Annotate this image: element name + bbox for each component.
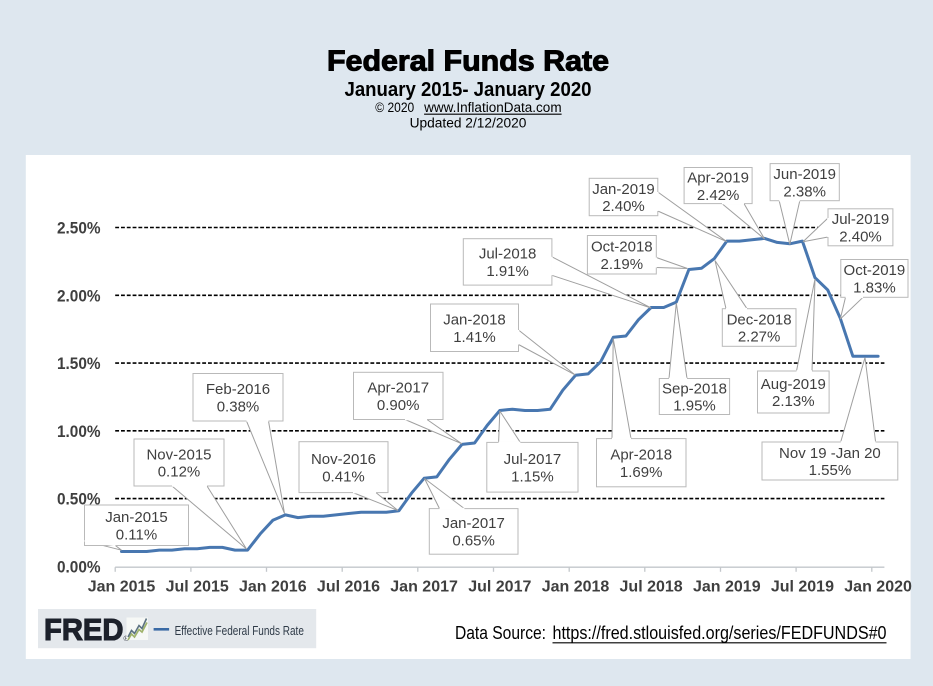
svg-text:2.40%: 2.40% — [839, 229, 882, 246]
svg-text:1.95%: 1.95% — [673, 398, 716, 415]
svg-text:FRED: FRED — [44, 612, 124, 647]
svg-text:Jan 2016: Jan 2016 — [239, 578, 307, 595]
svg-text:Jun-2019: Jun-2019 — [773, 166, 836, 183]
svg-text:2.27%: 2.27% — [738, 329, 781, 346]
svg-text:0.11%: 0.11% — [116, 527, 157, 544]
svg-text:© 2020: © 2020 — [375, 100, 414, 115]
svg-text:0.90%: 0.90% — [377, 397, 420, 414]
svg-text:Jan-2017: Jan-2017 — [442, 515, 505, 532]
svg-text:Jan-2015: Jan-2015 — [105, 509, 168, 526]
svg-text:Nov-2015: Nov-2015 — [146, 446, 211, 463]
svg-text:Updated 2/12/2020: Updated 2/12/2020 — [410, 116, 527, 131]
svg-text:2.40%: 2.40% — [602, 198, 645, 215]
svg-text:2.38%: 2.38% — [783, 183, 826, 200]
svg-text:2.42%: 2.42% — [697, 187, 740, 204]
svg-text:Jul 2016: Jul 2016 — [317, 578, 380, 595]
svg-text:Oct-2018: Oct-2018 — [591, 239, 653, 256]
svg-text:1.55%: 1.55% — [809, 462, 852, 479]
svg-text:Jul-2018: Jul-2018 — [479, 246, 537, 263]
svg-text:0.50%: 0.50% — [57, 490, 101, 509]
svg-text:2.00%: 2.00% — [57, 286, 101, 305]
svg-text:Nov 19 -Jan 20: Nov 19 -Jan 20 — [779, 445, 881, 462]
svg-text:1.91%: 1.91% — [486, 263, 529, 280]
svg-text:https://fred.stlouisfed.org/se: https://fred.stlouisfed.org/series/FEDFU… — [553, 623, 887, 643]
svg-text:Jan 2017: Jan 2017 — [390, 578, 458, 595]
svg-text:1.15%: 1.15% — [511, 468, 554, 485]
svg-text:Jul 2017: Jul 2017 — [468, 578, 531, 595]
svg-text:Federal Funds Rate: Federal Funds Rate — [327, 46, 609, 78]
svg-text:Effective Federal Funds Rate: Effective Federal Funds Rate — [175, 624, 304, 638]
svg-text:0.12%: 0.12% — [158, 464, 201, 481]
svg-text:2.19%: 2.19% — [601, 256, 644, 273]
svg-text:1.50%: 1.50% — [57, 354, 101, 373]
svg-text:Apr-2017: Apr-2017 — [367, 380, 429, 397]
svg-text:Jul 2019: Jul 2019 — [771, 578, 834, 595]
svg-text:Jul 2015: Jul 2015 — [166, 578, 229, 595]
svg-text:Data Source:: Data Source: — [455, 623, 546, 643]
svg-text:0.65%: 0.65% — [452, 533, 495, 550]
svg-text:2.13%: 2.13% — [772, 393, 815, 410]
svg-text:Jan 2020: Jan 2020 — [844, 578, 912, 595]
svg-text:0.41%: 0.41% — [322, 468, 365, 485]
svg-text:2.50%: 2.50% — [57, 219, 101, 238]
svg-text:January 2015- January 2020: January 2015- January 2020 — [345, 79, 592, 101]
svg-text:Jan 2018: Jan 2018 — [542, 578, 610, 595]
svg-text:0.38%: 0.38% — [217, 398, 260, 415]
svg-text:Feb-2016: Feb-2016 — [206, 381, 270, 398]
svg-text:Apr-2018: Apr-2018 — [610, 447, 672, 464]
svg-text:Apr-2019: Apr-2019 — [687, 169, 749, 186]
svg-text:Jul 2018: Jul 2018 — [620, 578, 683, 595]
svg-text:Jan-2019: Jan-2019 — [592, 181, 655, 198]
svg-text:Nov-2016: Nov-2016 — [311, 451, 376, 468]
svg-text:1.69%: 1.69% — [620, 464, 663, 481]
svg-text:1.83%: 1.83% — [853, 280, 896, 297]
svg-text:1.00%: 1.00% — [57, 422, 101, 441]
svg-text:Jan 2019: Jan 2019 — [693, 578, 761, 595]
svg-text:1.41%: 1.41% — [453, 329, 496, 346]
svg-text:Sep-2018: Sep-2018 — [662, 380, 727, 397]
svg-text:Jan-2018: Jan-2018 — [443, 312, 506, 329]
svg-text:Jan 2015: Jan 2015 — [88, 578, 156, 595]
svg-text:www.InflationData.com: www.InflationData.com — [423, 100, 562, 115]
svg-text:Jul-2017: Jul-2017 — [504, 451, 562, 468]
svg-text:Oct-2019: Oct-2019 — [844, 262, 906, 279]
svg-text:Aug-2019: Aug-2019 — [761, 376, 826, 393]
svg-text:Jul-2019: Jul-2019 — [832, 211, 890, 228]
svg-text:Dec-2018: Dec-2018 — [727, 311, 792, 328]
svg-text:0.00%: 0.00% — [57, 558, 101, 577]
